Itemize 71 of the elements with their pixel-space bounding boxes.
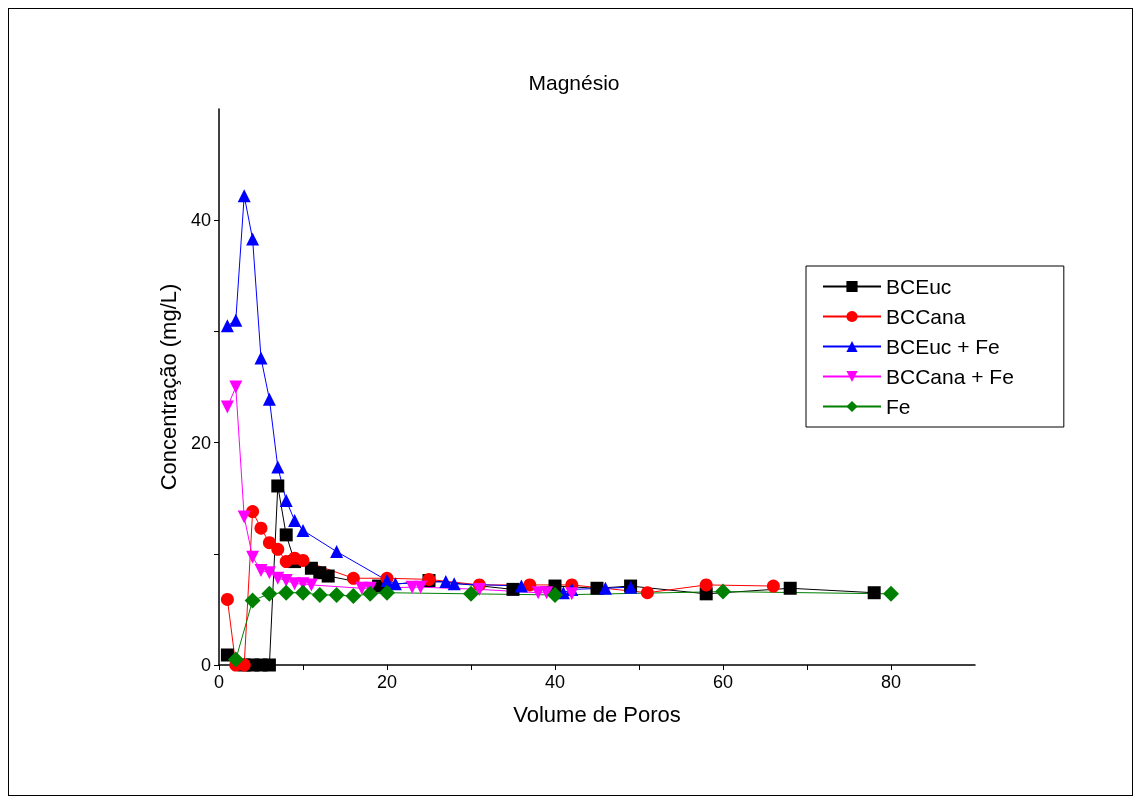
point <box>288 513 302 527</box>
point <box>271 542 285 556</box>
point <box>362 585 379 602</box>
point <box>472 582 486 596</box>
point <box>640 586 654 600</box>
point <box>271 479 285 493</box>
point <box>262 392 276 406</box>
point <box>447 577 461 591</box>
point <box>766 579 780 593</box>
y-tick-label: 0 <box>200 655 211 675</box>
point <box>227 651 244 668</box>
x-axis-title: Volume de Poros <box>513 701 681 727</box>
point <box>254 521 268 535</box>
x-tick-label: 0 <box>213 672 225 692</box>
point <box>220 592 234 606</box>
point <box>229 313 243 327</box>
point <box>379 584 395 601</box>
x-tick-label: 20 <box>376 672 398 692</box>
point <box>311 586 328 603</box>
legend-label: BCEuc + Fe <box>886 335 1000 358</box>
point <box>330 545 344 559</box>
point <box>346 571 360 585</box>
x-tick-label: 80 <box>880 672 902 692</box>
x-tick-label: 60 <box>712 672 734 692</box>
point <box>246 550 260 564</box>
point <box>261 585 278 602</box>
point <box>715 583 731 600</box>
point <box>296 553 310 567</box>
point <box>783 581 797 595</box>
point <box>867 586 881 600</box>
point <box>295 584 311 601</box>
point <box>237 510 251 524</box>
point <box>883 585 899 602</box>
point <box>565 587 579 601</box>
point <box>328 586 345 603</box>
x-tick-label: 40 <box>544 672 566 692</box>
point <box>246 505 260 519</box>
point <box>220 400 234 414</box>
legend-label: BCCana <box>886 305 966 328</box>
legend-label: BCCana + Fe <box>886 365 1014 388</box>
point <box>345 588 362 605</box>
point <box>699 578 713 592</box>
point <box>414 580 428 594</box>
point <box>262 536 276 550</box>
point <box>439 575 453 589</box>
point <box>262 658 276 672</box>
point <box>254 351 268 365</box>
y-tick-label: 20 <box>190 432 211 453</box>
legend-label: Fe <box>886 395 911 418</box>
point <box>254 563 268 577</box>
point <box>246 232 260 246</box>
y-axis-title: Concentração (mg/L) <box>155 283 181 491</box>
point <box>271 460 285 474</box>
point <box>514 579 528 593</box>
point <box>278 584 295 601</box>
point <box>547 586 563 603</box>
legend-label: BCEuc <box>886 275 952 298</box>
point <box>296 523 310 537</box>
y-tick-label: 40 <box>190 210 211 231</box>
point <box>463 585 479 602</box>
chart-title: Magnésio <box>528 71 620 94</box>
point <box>279 528 293 542</box>
point <box>279 493 293 507</box>
point <box>540 586 554 600</box>
point <box>244 592 261 609</box>
point <box>598 581 612 595</box>
point <box>262 566 276 580</box>
point <box>229 380 243 394</box>
point <box>279 573 293 587</box>
point <box>237 189 251 203</box>
point <box>321 569 335 583</box>
